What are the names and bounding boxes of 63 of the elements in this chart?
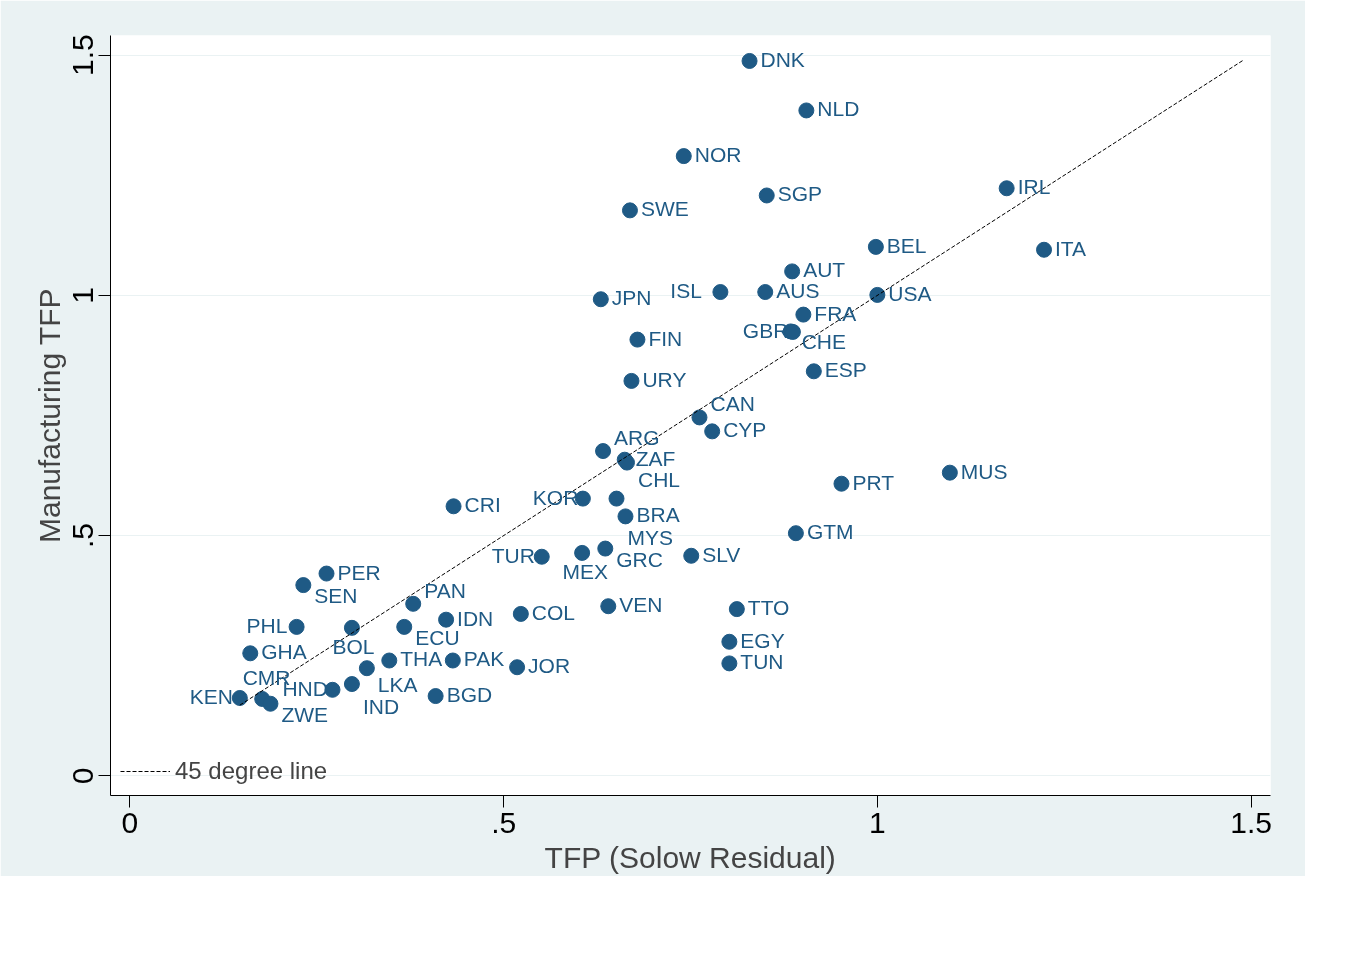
x-axis-title: TFP (Solow Residual) [544, 840, 836, 874]
data-label: ITA [1055, 236, 1087, 260]
y-tick-label: 1 [66, 287, 100, 304]
data-label: ESP [824, 358, 867, 382]
data-label: GHA [261, 640, 307, 664]
data-label: IDN [457, 606, 494, 630]
data-label: IRL [1017, 175, 1051, 199]
data-label: FIN [648, 326, 683, 350]
data-label: GTM [806, 520, 854, 544]
data-label: TUR [491, 543, 535, 567]
data-label: SEN [314, 584, 358, 608]
data-label: PAN [424, 578, 466, 602]
data-label: VEN [619, 593, 663, 617]
data-label: SWE [640, 197, 689, 221]
data-label: KEN [189, 684, 233, 708]
data-label: FRA [814, 301, 857, 325]
data-label: IND [362, 695, 400, 719]
data-label: URY [642, 367, 687, 391]
data-label: PER [337, 560, 381, 584]
data-label: LKA [377, 673, 418, 697]
legend-label: 45 degree line [175, 757, 328, 785]
data-label: BRA [636, 503, 680, 527]
data-label: DNK [760, 47, 805, 71]
data-label: GRC [616, 547, 663, 571]
y-tick-label: 1.5 [66, 34, 100, 77]
data-label: MYS [627, 525, 674, 549]
data-label: BGD [446, 683, 493, 707]
data-label: PAK [463, 647, 505, 671]
data-label: SGP [777, 182, 823, 206]
data-label: ISL [670, 279, 702, 303]
data-label: PHL [246, 613, 288, 637]
data-label: ECU [415, 625, 460, 649]
data-label: THA [400, 647, 443, 671]
data-label: COL [531, 600, 576, 624]
x-tick-label: 0 [121, 805, 139, 839]
data-label: CYP [723, 418, 767, 442]
data-label: TUN [740, 650, 784, 674]
data-label: JOR [528, 654, 571, 678]
y-axis-title: Manufacturing TFP [32, 288, 66, 544]
data-label: MUS [960, 459, 1008, 483]
y-tick-label: 0 [66, 767, 100, 785]
data-label: ZWE [281, 702, 329, 726]
data-label: TTO [747, 596, 790, 620]
data-label: CRI [464, 493, 501, 517]
data-label: NLD [817, 97, 860, 121]
data-label: PRT [852, 470, 895, 494]
data-label: USA [888, 281, 932, 305]
data-label: NOR [694, 143, 742, 167]
data-label: AUT [803, 258, 846, 282]
data-label: BOL [332, 634, 375, 658]
data-label: SLV [702, 542, 741, 566]
y-tick-label: .5 [66, 523, 100, 549]
data-label: MEX [562, 559, 609, 583]
data-label: BEL [886, 233, 927, 257]
data-label: CAN [710, 392, 755, 416]
x-tick-label: .5 [491, 805, 517, 839]
data-label: JPN [611, 286, 652, 310]
data-label: AUS [776, 279, 820, 303]
x-tick-label: 1.5 [1230, 805, 1272, 839]
data-label: CHE [801, 330, 846, 354]
x-tick-label: 1 [869, 805, 886, 839]
data-label: EGY [740, 628, 785, 652]
data-label: CHL [637, 467, 680, 491]
